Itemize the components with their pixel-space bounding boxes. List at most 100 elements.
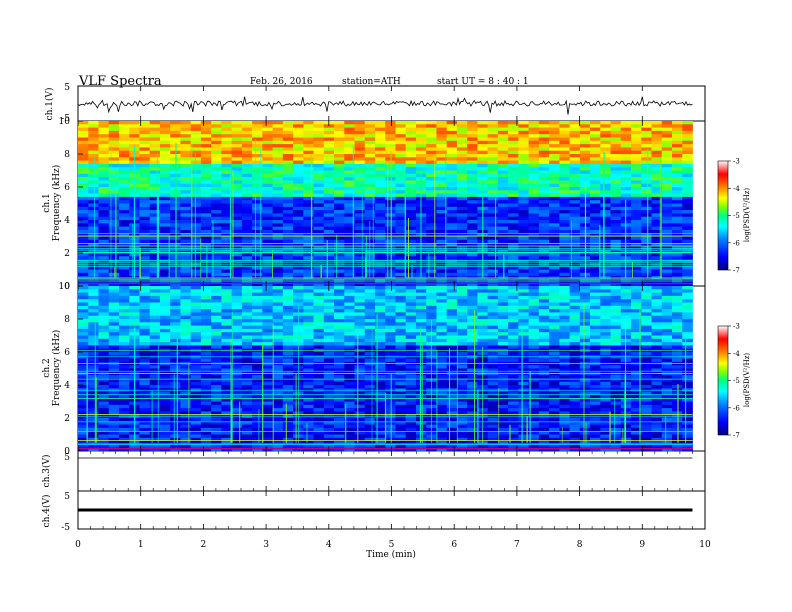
spectrogram-cell xyxy=(170,312,181,317)
spectrogram-cell xyxy=(364,328,376,333)
spectrogram-cell xyxy=(661,302,673,307)
spectrogram-cell xyxy=(538,302,550,307)
spectrogram-cell xyxy=(344,137,355,142)
spectrogram-cell xyxy=(262,183,273,188)
spectrogram-cell xyxy=(118,345,130,350)
spectrogram-cell xyxy=(159,210,171,214)
spectrogram-cell xyxy=(415,121,427,125)
spectrogram-cell xyxy=(631,335,642,340)
spectrogram-cell xyxy=(241,167,253,171)
spectrogram-cell xyxy=(426,121,437,125)
spectrogram-cell xyxy=(303,335,314,340)
spectrogram-cell xyxy=(518,154,529,158)
spectrogram-cell xyxy=(139,269,151,274)
spectrogram-cell xyxy=(313,180,325,185)
spectrogram-cell xyxy=(436,154,448,158)
spectrogram-cell xyxy=(139,266,151,270)
spectrogram-cell xyxy=(631,325,642,330)
spectrogram-cell xyxy=(610,154,622,158)
spectrogram-cell xyxy=(610,183,622,188)
spectrogram-cell xyxy=(671,319,683,323)
spectrogram-cell xyxy=(487,127,499,132)
spectrogram-cell xyxy=(497,249,509,254)
spectrogram-cell xyxy=(395,220,407,224)
spectrogram-cell xyxy=(477,332,489,336)
spectrogram-cell xyxy=(436,352,448,356)
spectrogram-cell xyxy=(231,249,243,254)
spectrogram-cell xyxy=(487,124,499,128)
spectrogram-cell xyxy=(682,213,693,218)
spectrogram-cell xyxy=(559,365,570,369)
spectrogram-cell xyxy=(590,190,601,194)
spectrogram-cell xyxy=(456,236,468,241)
spectrogram-cell xyxy=(682,312,693,317)
spectrogram-cell xyxy=(170,322,181,326)
spectrogram-cell xyxy=(456,173,468,178)
spectrogram-cell xyxy=(610,121,622,125)
spectrogram-cell xyxy=(569,305,581,310)
spectrogram-cell xyxy=(395,335,407,340)
spectrogram-cell xyxy=(323,256,335,260)
spectrogram-cell xyxy=(252,157,263,161)
spectrogram-cell xyxy=(303,213,314,218)
spectrogram-cell xyxy=(631,286,642,290)
spectrogram-cell xyxy=(426,259,437,264)
spectrogram-cell xyxy=(334,150,345,155)
spectrogram-cell xyxy=(149,378,161,383)
spectrogram-cell xyxy=(497,345,509,350)
spectrogram-cell xyxy=(661,365,673,369)
spectrogram-cell xyxy=(610,150,622,155)
spectrogram-cell xyxy=(180,286,192,290)
spectrogram-cell xyxy=(528,312,540,317)
spectrogram-cell xyxy=(149,299,161,303)
spectrogram-cell xyxy=(569,134,581,138)
spectrogram-cell xyxy=(262,233,273,237)
spectrogram-cell xyxy=(477,292,489,297)
spectrogram-cell xyxy=(149,272,161,277)
spectrogram-cell xyxy=(426,266,437,270)
spectrogram-cell xyxy=(354,173,366,178)
spectrogram-cell xyxy=(682,266,693,270)
spectrogram-cell xyxy=(395,253,407,257)
spectrogram-cell xyxy=(78,342,89,346)
spectrogram-cell xyxy=(241,213,253,218)
spectrogram-cell xyxy=(88,368,99,373)
spectrogram-cell xyxy=(159,342,171,346)
spectrogram-cell xyxy=(651,239,663,244)
spectrogram-cell xyxy=(221,180,233,185)
spectrogram-cell xyxy=(590,352,601,356)
spectrogram-cell xyxy=(446,154,458,158)
spectrogram-cell xyxy=(211,332,222,336)
spectrogram-cell xyxy=(549,292,560,297)
spectrogram-cell xyxy=(590,170,601,175)
spectrogram-cell xyxy=(211,187,222,191)
spectrogram-cell xyxy=(528,140,540,145)
spectrogram-cell xyxy=(456,381,468,386)
spectrogram-cell xyxy=(579,150,591,155)
spectrogram-cell xyxy=(559,269,570,274)
spectrogram-cell xyxy=(211,233,222,237)
spectrogram-cell xyxy=(334,229,345,234)
spectrogram-cell xyxy=(344,121,355,125)
spectrogram-cell xyxy=(631,177,642,181)
spectrogram-cell xyxy=(528,127,540,132)
spectrogram-cell xyxy=(641,345,652,350)
spectrogram-cell xyxy=(108,309,120,313)
spectrogram-cell xyxy=(334,253,345,257)
spectrogram-cell xyxy=(610,216,622,221)
spectrogram-cell xyxy=(518,305,529,310)
spectrogram-cell xyxy=(610,365,622,369)
spectrogram-cell xyxy=(467,328,478,333)
spectrogram-cell xyxy=(313,302,325,307)
spectrogram-cell xyxy=(590,193,601,198)
spectrogram-cell xyxy=(385,157,396,161)
spectrogram-cell xyxy=(334,249,345,254)
spectrogram-cell xyxy=(98,269,110,274)
spectrogram-cell xyxy=(108,121,120,125)
spectrogram-cell xyxy=(190,305,202,310)
spectrogram-cell xyxy=(559,239,570,244)
spectrogram-cell xyxy=(569,144,581,148)
spectrogram-cell xyxy=(200,210,212,214)
spectrogram-cell xyxy=(549,144,560,148)
spectrogram-cell xyxy=(344,332,355,336)
